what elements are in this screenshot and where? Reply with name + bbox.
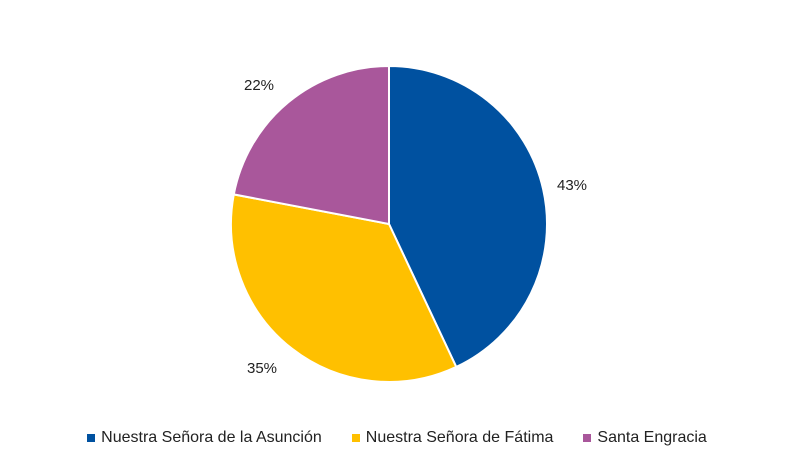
pie-slice	[388, 64, 548, 369]
legend-item-engracia: Santa Engracia	[583, 429, 707, 447]
legend-label: Santa Engracia	[597, 429, 707, 446]
legend-swatch-engracia	[583, 434, 592, 442]
pie-chart	[230, 64, 548, 383]
legend-label: Nuestra Señora de la Asunción	[101, 429, 322, 446]
pie-slice	[232, 64, 390, 226]
slice-label: 22%	[244, 77, 275, 94]
legend-label: Nuestra Señora de Fátima	[365, 429, 554, 446]
legend-item-fatima: Nuestra Señora de Fátima	[351, 429, 554, 447]
slice-label: 35%	[247, 360, 278, 377]
legend: Nuestra Señora de la Asunción Nuestra Se…	[0, 429, 794, 447]
slice-label: 43%	[557, 177, 588, 194]
legend-swatch-fatima	[351, 434, 360, 442]
pie-slice	[230, 193, 458, 383]
legend-swatch-asuncion	[87, 434, 96, 442]
legend-item-asuncion: Nuestra Señora de la Asunción	[87, 429, 322, 447]
